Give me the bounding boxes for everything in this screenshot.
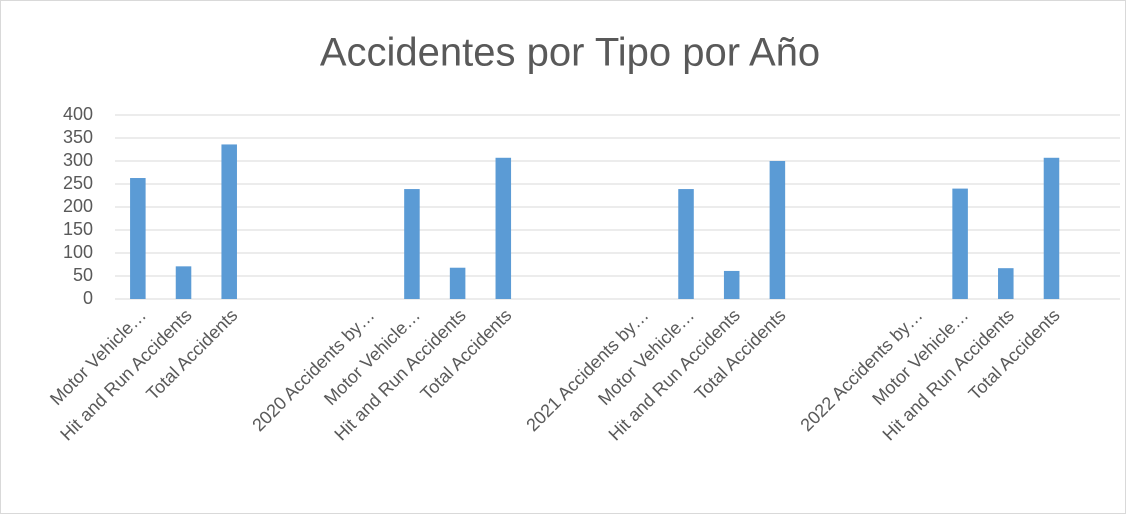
chart-title: Accidentes por Tipo por Año [320,31,820,75]
bar [221,144,237,299]
y-tick-label: 300 [63,150,93,170]
bar [723,270,740,299]
bar [998,268,1014,299]
y-tick-label: 150 [63,219,93,239]
bar [449,267,466,299]
y-tick-label: 0 [83,288,93,308]
bar [678,189,694,299]
y-tick-label: 50 [73,265,93,285]
y-tick-label: 200 [63,196,93,216]
bar [769,161,786,299]
bar [175,266,192,299]
bar [952,188,968,299]
y-tick-label: 350 [63,127,93,147]
y-tick-label: 400 [63,104,93,124]
y-tick-label: 100 [63,242,93,262]
bar [1043,157,1060,299]
y-tick-label: 250 [63,173,93,193]
bar [495,157,512,299]
bar [404,189,420,299]
bar [130,178,146,299]
